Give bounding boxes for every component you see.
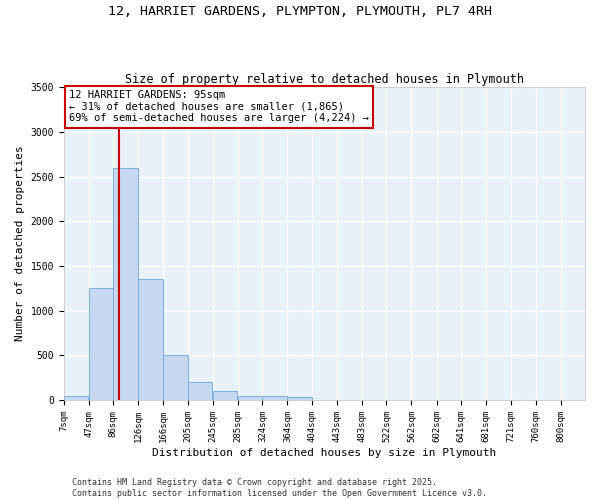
Bar bbox=[139, 280, 163, 400]
Bar bbox=[64, 396, 88, 400]
Title: Size of property relative to detached houses in Plymouth: Size of property relative to detached ho… bbox=[125, 73, 524, 86]
Bar bbox=[163, 356, 188, 400]
X-axis label: Distribution of detached houses by size in Plymouth: Distribution of detached houses by size … bbox=[152, 448, 497, 458]
Bar bbox=[188, 382, 212, 400]
Bar bbox=[262, 396, 287, 400]
Bar bbox=[213, 391, 238, 400]
Y-axis label: Number of detached properties: Number of detached properties bbox=[15, 146, 25, 342]
Bar bbox=[89, 288, 113, 400]
Text: 12, HARRIET GARDENS, PLYMPTON, PLYMOUTH, PL7 4RH: 12, HARRIET GARDENS, PLYMPTON, PLYMOUTH,… bbox=[108, 5, 492, 18]
Text: 12 HARRIET GARDENS: 95sqm
← 31% of detached houses are smaller (1,865)
69% of se: 12 HARRIET GARDENS: 95sqm ← 31% of detac… bbox=[69, 90, 369, 124]
Bar bbox=[287, 398, 312, 400]
Bar bbox=[113, 168, 138, 400]
Bar bbox=[238, 396, 262, 400]
Text: Contains HM Land Registry data © Crown copyright and database right 2025.
Contai: Contains HM Land Registry data © Crown c… bbox=[72, 478, 487, 498]
